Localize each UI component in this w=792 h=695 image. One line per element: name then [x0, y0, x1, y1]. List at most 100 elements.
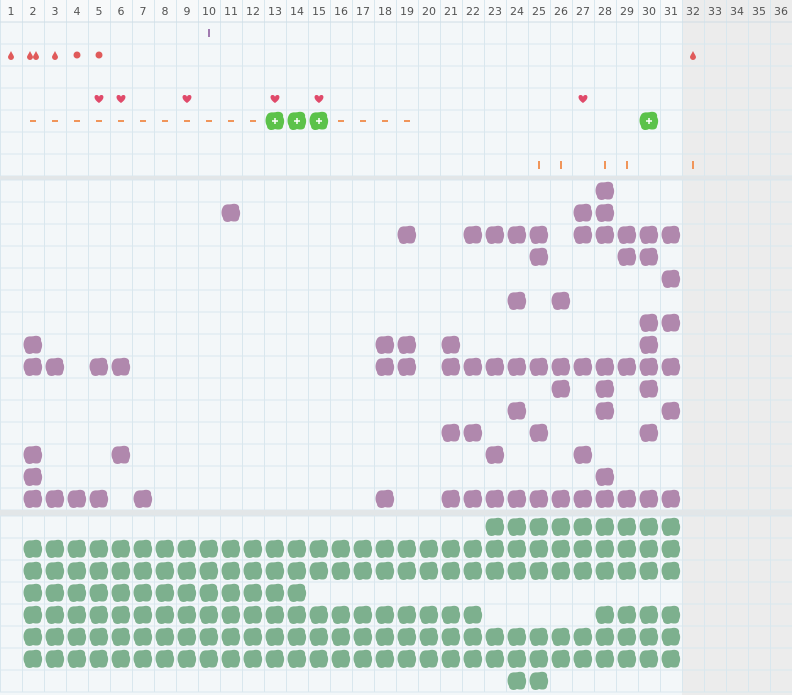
column-number: 10 [202, 5, 216, 18]
blob [595, 181, 615, 200]
tick [538, 161, 540, 169]
blob [23, 539, 43, 558]
blob [617, 517, 637, 536]
blob [331, 649, 351, 668]
dash [52, 120, 58, 122]
blob [419, 605, 439, 624]
blob [45, 489, 65, 508]
blob [45, 561, 65, 580]
dash [360, 120, 366, 122]
blob [89, 649, 109, 668]
dash [118, 120, 124, 122]
blob [111, 445, 131, 464]
blob [551, 489, 571, 508]
blob [617, 627, 637, 646]
column-number: 34 [730, 5, 744, 18]
blob [243, 583, 263, 602]
blob [375, 649, 395, 668]
blob [111, 583, 131, 602]
column-number: 12 [246, 5, 260, 18]
blob [617, 225, 637, 244]
column-number: 22 [466, 5, 480, 18]
column-number: 13 [268, 5, 282, 18]
blob [331, 539, 351, 558]
blob [331, 627, 351, 646]
blob [661, 269, 681, 288]
blob [595, 489, 615, 508]
column-number: 33 [708, 5, 722, 18]
blob [309, 649, 329, 668]
column-number: 7 [140, 5, 147, 18]
blob [111, 605, 131, 624]
blob [243, 649, 263, 668]
dash [74, 120, 80, 122]
column-number: 5 [96, 5, 103, 18]
blob [133, 649, 153, 668]
dash [228, 120, 234, 122]
blob [375, 561, 395, 580]
dot [95, 51, 103, 59]
blob [199, 605, 219, 624]
blob [639, 225, 659, 244]
blob [155, 649, 175, 668]
drop [52, 51, 58, 60]
blob [573, 649, 593, 668]
blob [23, 627, 43, 646]
blob [485, 445, 505, 464]
blob [155, 605, 175, 624]
blob [309, 561, 329, 580]
blob [529, 627, 549, 646]
blob [507, 649, 527, 668]
blob [23, 467, 43, 486]
dash [250, 120, 256, 122]
blob [507, 517, 527, 536]
blob [287, 561, 307, 580]
blob [177, 583, 197, 602]
blob [485, 517, 505, 536]
blob [573, 627, 593, 646]
blob [419, 649, 439, 668]
drop [8, 51, 14, 60]
blob [375, 627, 395, 646]
blob [639, 423, 659, 442]
blob [595, 357, 615, 376]
column-number: 27 [576, 5, 590, 18]
blob [573, 445, 593, 464]
blob [265, 539, 285, 558]
blob [507, 401, 527, 420]
dash [228, 120, 234, 122]
blob [67, 561, 87, 580]
blob [529, 357, 549, 376]
column-number: 24 [510, 5, 524, 18]
column-number: 11 [224, 5, 238, 18]
blob [441, 539, 461, 558]
blob [507, 291, 527, 310]
blob [155, 627, 175, 646]
blob [89, 561, 109, 580]
blob [639, 627, 659, 646]
blob [639, 489, 659, 508]
column-number: 14 [290, 5, 304, 18]
blob [441, 335, 461, 354]
blob [529, 247, 549, 266]
plus [265, 111, 285, 130]
blob [199, 649, 219, 668]
blob [529, 225, 549, 244]
blob [529, 489, 549, 508]
dash [206, 120, 212, 122]
column-number: 32 [686, 5, 700, 18]
blob [507, 489, 527, 508]
blob [661, 225, 681, 244]
blob [89, 605, 109, 624]
blob [265, 649, 285, 668]
blob [441, 357, 461, 376]
blob [507, 539, 527, 558]
blob [463, 423, 483, 442]
blob [221, 605, 241, 624]
heart [314, 95, 324, 103]
blob [617, 357, 637, 376]
tick [208, 29, 210, 37]
blob [23, 335, 43, 354]
heart [314, 95, 324, 103]
blob [639, 561, 659, 580]
